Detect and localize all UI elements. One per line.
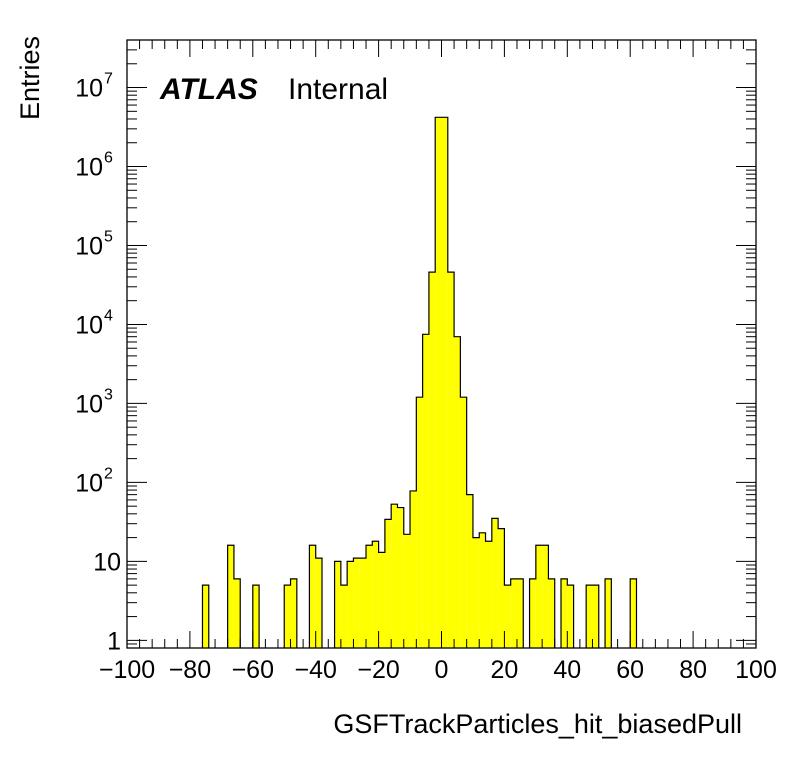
histogram-outline: [201, 116, 638, 648]
x-tick-label: −60: [232, 656, 274, 684]
histogram-bar-15: [378, 552, 385, 648]
y-axis-title: Entries: [15, 36, 45, 120]
histogram-bar-45: [592, 585, 599, 648]
x-axis-title: GSFTrackParticles_hit_biasedPull: [333, 709, 742, 739]
y-tick-label-exponent: 4: [104, 307, 113, 324]
x-tick-label: 60: [616, 656, 644, 684]
histogram-bar-8: [334, 561, 341, 648]
histogram-bar-6: [309, 545, 316, 648]
histogram-bar-26: [447, 272, 455, 648]
histogram-bar-31: [479, 532, 486, 648]
x-tick-labels: −100 −80 −60 −40 −20 0 20 40 60 80 100: [99, 656, 777, 684]
y-tick-label-exponent: 3: [104, 386, 113, 403]
y-tick-label: 10: [75, 154, 103, 182]
x-tick-label: −80: [169, 656, 211, 684]
histogram-bar-40: [542, 545, 549, 648]
x-tick-label: −100: [99, 656, 155, 684]
histogram-bar-17: [391, 504, 398, 648]
histogram-bar-4: [284, 585, 291, 648]
histogram-bar-44: [586, 585, 593, 648]
histogram-bar-39: [535, 545, 543, 648]
histogram-bar-43: [567, 585, 574, 648]
x-tick-label: 40: [553, 656, 581, 684]
histogram-bar-22: [422, 334, 429, 648]
histogram-bar-42: [561, 578, 568, 648]
y-tick-label: 10: [75, 232, 103, 260]
atlas-label: ATLAS: [159, 73, 258, 106]
histogram-bar-21: [416, 397, 423, 648]
histogram-bar-38: [529, 578, 536, 648]
histogram-bar-7: [315, 558, 322, 648]
histogram-bar-9: [340, 585, 348, 648]
x-tick-label: 0: [435, 656, 449, 684]
x-tick-label: 80: [679, 656, 707, 684]
histogram-bar-33: [491, 518, 499, 648]
histogram-bar-32: [485, 541, 492, 648]
histogram-bar-0: [202, 585, 209, 648]
y-tick-label: 10: [75, 469, 103, 497]
histogram-bar-46: [605, 578, 612, 648]
x-tick-label: −40: [294, 656, 336, 684]
histogram-bar-1: [227, 545, 234, 648]
histogram-bar-41: [548, 578, 555, 648]
histogram-bar-12: [359, 558, 367, 648]
histogram-bar-34: [498, 528, 505, 648]
axis-ticks: [126, 39, 757, 649]
histogram-bar-24: [435, 117, 442, 649]
histogram-bar-29: [466, 494, 473, 648]
y-tick-label-exponent: 7: [104, 71, 113, 88]
y-tick-label: 10: [75, 75, 103, 103]
y-tick-label: 1: [107, 627, 121, 655]
x-tick-label: 20: [490, 656, 518, 684]
histogram-bar-28: [460, 397, 467, 648]
y-tick-label: 10: [93, 548, 121, 576]
histogram-bar-27: [454, 336, 461, 648]
y-tick-label-exponent: 5: [104, 228, 113, 245]
histogram-bar-3: [252, 585, 260, 648]
x-tick-label: 100: [735, 656, 777, 684]
histogram-bar-14: [372, 541, 379, 648]
histogram-bar-13: [366, 545, 373, 648]
histogram-bar-23: [428, 272, 436, 648]
histogram-bar-30: [472, 537, 480, 648]
histogram-bar-25: [441, 117, 448, 649]
histogram-bar-37: [516, 578, 524, 648]
histogram-bar-35: [504, 585, 511, 648]
y-tick-label: 10: [75, 311, 103, 339]
internal-label: Internal: [288, 73, 388, 106]
histogram-bar-47: [630, 578, 637, 648]
x-tick-label: −20: [357, 656, 399, 684]
histogram-bar-10: [347, 561, 354, 648]
histogram-bar-36: [510, 578, 517, 648]
histogram-bar-16: [384, 519, 392, 648]
histogram-bar-19: [403, 534, 411, 648]
y-tick-label-exponent: 2: [104, 465, 113, 482]
y-tick-label: 10: [75, 390, 103, 418]
histogram-bar-11: [353, 558, 360, 648]
histogram-bar-18: [397, 507, 404, 648]
histogram-bar-20: [410, 490, 417, 648]
histogram-bar-5: [290, 578, 297, 648]
histogram-bars: [201, 116, 638, 649]
histogram-bar-2: [233, 578, 241, 648]
y-tick-label-exponent: 6: [104, 150, 113, 167]
